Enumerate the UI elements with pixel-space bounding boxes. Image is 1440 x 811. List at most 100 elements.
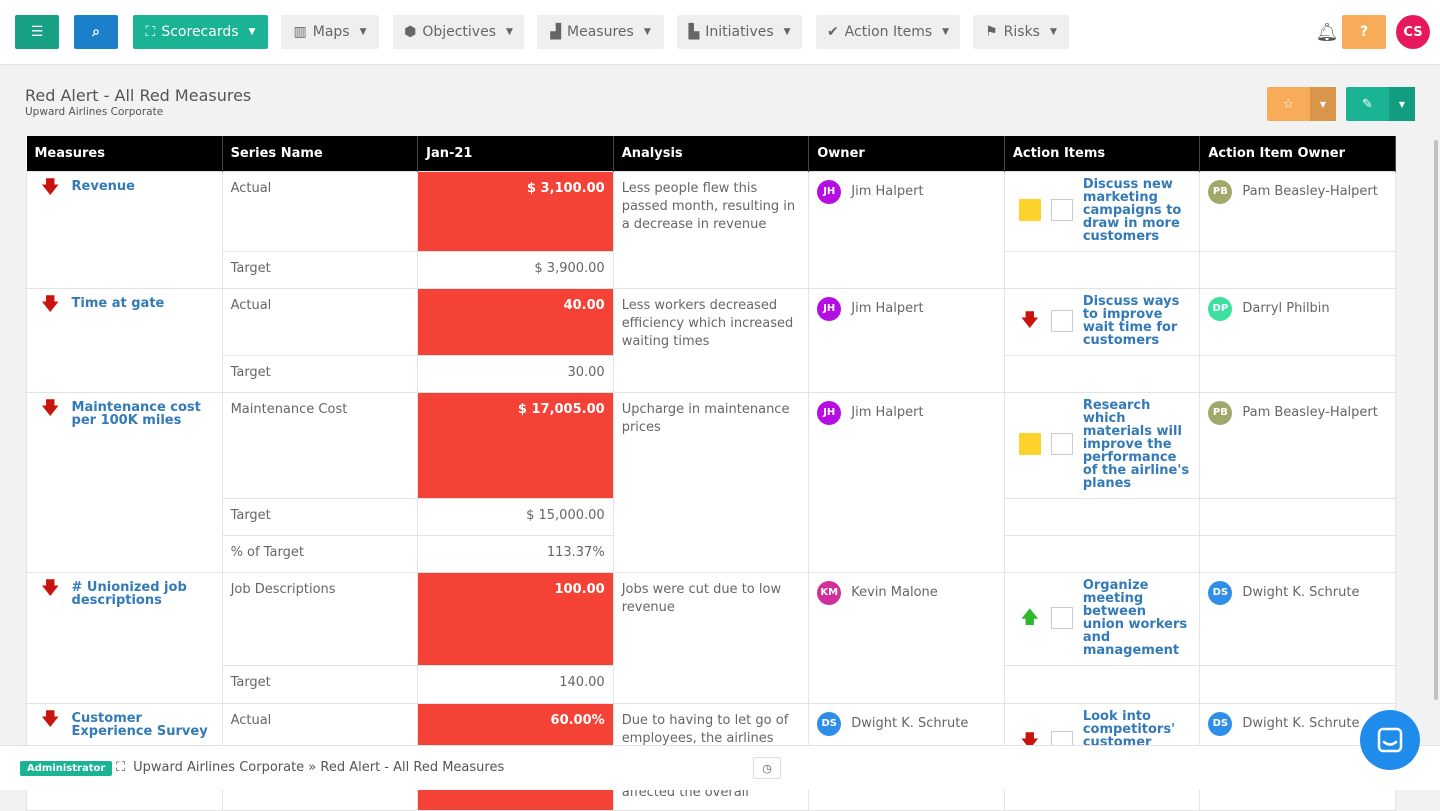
action-owner-cell: PB Pam Beasley-Halpert: [1199, 170, 1396, 252]
arrow-down-icon: 🡇: [41, 176, 60, 198]
series-value[interactable]: 30.00: [417, 354, 614, 393]
caret-down-icon: ▼: [942, 27, 950, 37]
action-item-link[interactable]: Discuss new marketing campaigns to draw …: [1082, 176, 1182, 244]
measure-link[interactable]: Revenue: [71, 178, 135, 194]
action-checkbox[interactable]: [1050, 433, 1073, 455]
series-value[interactable]: $ 3,900.00: [417, 250, 614, 289]
series-value[interactable]: $ 15,000.00: [417, 497, 614, 536]
caret-down-icon: ▼: [248, 27, 256, 37]
bell-icon[interactable]: 🔔︎: [1315, 21, 1339, 43]
nav-initiatives[interactable]: ▙ Initiatives ▼: [677, 15, 802, 49]
measure-link[interactable]: Customer Experience Survey: [71, 710, 208, 739]
owner: KM Kevin Malone: [817, 580, 996, 605]
help-button[interactable]: ?: [1342, 15, 1386, 49]
action-item-cell: Discuss new marketing campaigns to draw …: [1003, 170, 1201, 252]
column-header[interactable]: Action Item Owner: [1199, 136, 1396, 171]
analysis-cell: Jobs were cut due to low revenue: [612, 571, 810, 704]
scrollbar[interactable]: [1434, 140, 1438, 700]
table-row: 🡇 Time at gate Actual 40.00 Less workers dec…: [26, 287, 1396, 393]
column-header[interactable]: Measures: [26, 136, 223, 171]
series-name: Target: [221, 664, 419, 704]
map-icon: ▥: [293, 24, 307, 40]
action-item-link[interactable]: Research which materials will improve th…: [1082, 397, 1190, 491]
series-value[interactable]: 100.00: [417, 571, 614, 666]
series-name: Maintenance Cost: [221, 391, 419, 499]
action-checkbox[interactable]: [1050, 309, 1073, 332]
edit-button-group: ✎ ▼: [1346, 87, 1415, 121]
arrow-down-icon: 🡇: [41, 293, 60, 315]
favorite-button-group: ☆ ▼: [1267, 87, 1336, 121]
star-icon[interactable]: ☆: [1267, 87, 1310, 121]
arrow-down-icon: 🡇: [41, 708, 60, 730]
chat-launcher[interactable]: [1360, 710, 1420, 770]
action-checkbox[interactable]: [1050, 606, 1073, 629]
top-navbar: ☰ ⌕ ⛶ Scorecards ▼ ▥ Maps ▼ ⬢ Objectives ▼ ▟ Me…: [0, 0, 1440, 65]
nav-scorecards[interactable]: ⛶ Scorecards ▼: [133, 15, 268, 49]
action-item-cell: 🡅 Organize meeting between union workers …: [1003, 571, 1201, 666]
action-item-link[interactable]: Organize meeting between union workers a…: [1082, 577, 1188, 658]
nav-measures[interactable]: ▟ Measures ▼: [537, 15, 664, 49]
series-name: Job Descriptions: [221, 571, 419, 666]
caret-down-icon: ▼: [506, 27, 513, 37]
nav-objectives[interactable]: ⬢ Objectives ▼: [393, 15, 524, 49]
avatar: DS: [1208, 580, 1233, 605]
measure-link[interactable]: Maintenance cost per 100K miles: [71, 399, 201, 428]
caret-down-icon: ▼: [643, 27, 651, 37]
analysis-cell: Less workers decreased efficiency which …: [612, 287, 810, 393]
breadcrumb[interactable]: ⛶ Upward Airlines Corporate » Red Alert -…: [116, 760, 505, 775]
nav-risks[interactable]: ⚑ Risks ▼: [973, 15, 1069, 49]
avatar: JH: [817, 296, 842, 321]
column-header[interactable]: Analysis: [613, 136, 810, 171]
action-item-link[interactable]: Discuss ways to improve wait time for cu…: [1082, 293, 1180, 348]
empty-cell: [1199, 497, 1396, 536]
avatar: PB: [1208, 400, 1233, 425]
owner: PB Pam Beasley-Halpert: [1208, 179, 1387, 204]
bars-icon: ☰: [30, 24, 44, 40]
owner-name: Kevin Malone: [851, 584, 938, 600]
role-badge: Administrator: [20, 761, 113, 776]
caret-down-icon: ▼: [359, 27, 367, 37]
owner-name: Jim Halpert: [851, 404, 924, 420]
series-value[interactable]: $ 17,005.00: [417, 391, 614, 499]
owner-name: Dwight K. Schrute: [851, 715, 969, 731]
empty-cell: [1003, 497, 1201, 536]
search-icon: ⌕: [92, 24, 100, 40]
status-yellow-icon: [1018, 199, 1041, 221]
column-header[interactable]: Action Items: [1004, 136, 1201, 171]
edit-icon[interactable]: ✎: [1346, 87, 1389, 121]
owner-name: Pam Beasley-Halpert: [1242, 183, 1378, 199]
footer: Administrator ⛶ Upward Airlines Corporate…: [0, 745, 1440, 790]
nav-action-items[interactable]: ✔ Action Items ▼: [816, 15, 960, 49]
owner: DS Dwight K. Schrute: [1208, 580, 1387, 605]
caret-down-icon[interactable]: ▼: [1389, 87, 1415, 121]
series-value[interactable]: $ 3,100.00: [417, 170, 614, 252]
caret-down-icon[interactable]: ▼: [1310, 87, 1336, 121]
owner: JH Jim Halpert: [817, 400, 996, 425]
series-value[interactable]: 140.00: [417, 664, 614, 704]
column-header[interactable]: Jan-21: [417, 136, 614, 171]
analysis-cell: Less people flew this passed month, resu…: [612, 170, 810, 289]
menu-button[interactable]: ☰: [15, 15, 59, 49]
owner-name: Jim Halpert: [851, 300, 924, 316]
search-button[interactable]: ⌕: [74, 15, 118, 49]
measure-cell: 🡇 Maintenance cost per 100K miles: [26, 391, 223, 573]
nav-maps[interactable]: ▥ Maps ▼: [281, 15, 379, 49]
series-name: Actual: [221, 170, 419, 252]
action-checkbox[interactable]: [1050, 199, 1073, 221]
measure-link[interactable]: # Unionized job descriptions: [71, 579, 187, 608]
column-header[interactable]: Owner: [808, 136, 1005, 171]
owner-cell: KM Kevin Malone: [808, 571, 1005, 704]
action-item-cell: 🡇 Discuss ways to improve wait time for c…: [1003, 287, 1201, 356]
empty-cell: [1199, 354, 1396, 393]
series-value[interactable]: 113.37%: [417, 534, 614, 573]
column-header[interactable]: Series Name: [222, 136, 419, 171]
user-avatar[interactable]: CS: [1396, 15, 1430, 49]
series-value[interactable]: 40.00: [417, 287, 614, 356]
measure-link[interactable]: Time at gate: [71, 295, 165, 311]
empty-cell: [1003, 354, 1201, 393]
clock-icon[interactable]: ◷: [753, 757, 781, 779]
owner: JH Jim Halpert: [817, 296, 996, 321]
table-row: 🡇 Maintenance cost per 100K miles Maintena…: [26, 391, 1396, 573]
measure-cell: 🡇 Revenue: [26, 170, 223, 289]
industry-icon: ▙: [688, 24, 700, 40]
